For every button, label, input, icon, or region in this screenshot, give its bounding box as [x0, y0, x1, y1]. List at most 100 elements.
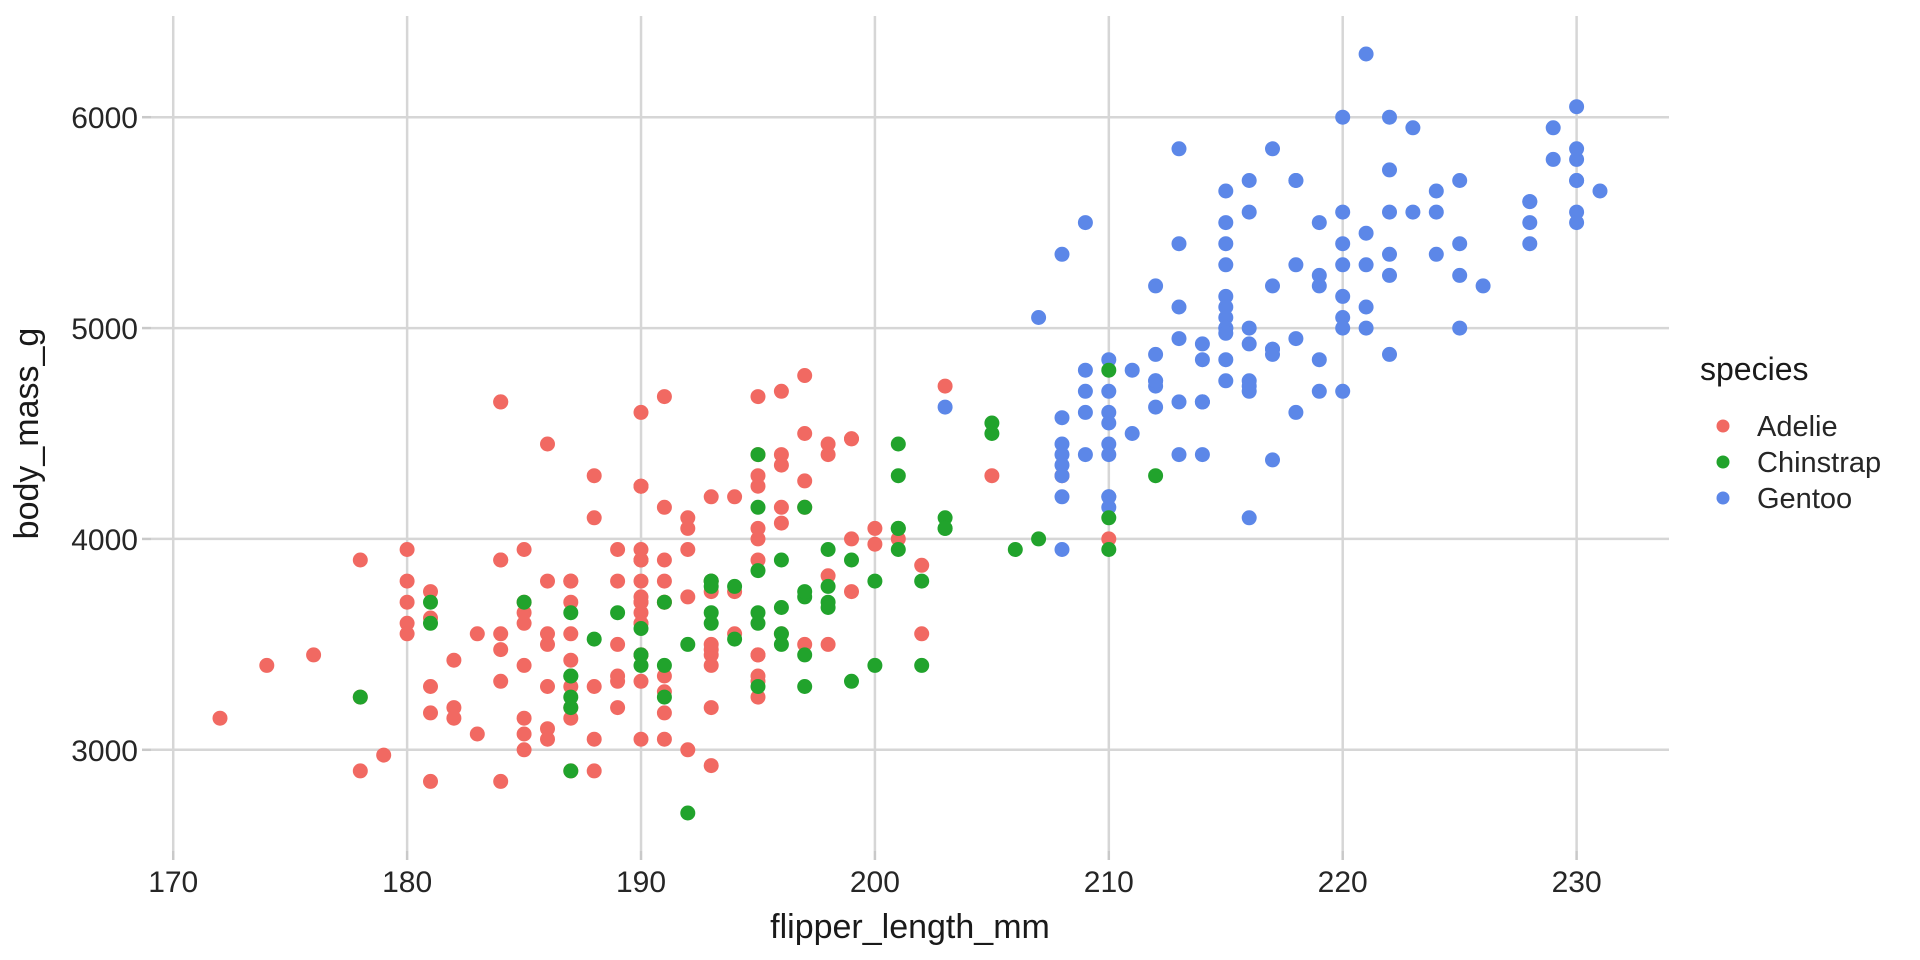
data-point-adelie — [446, 652, 462, 668]
data-point-gentoo — [1171, 236, 1187, 252]
data-point-chinstrap — [656, 594, 672, 610]
data-point-chinstrap — [773, 600, 789, 615]
data-point-chinstrap — [1101, 510, 1117, 526]
data-point-gentoo — [1241, 510, 1257, 526]
data-point-adelie — [867, 520, 883, 536]
data-point-adelie — [656, 731, 672, 747]
data-point-gentoo — [1452, 320, 1468, 336]
data-point-adelie — [656, 573, 672, 589]
data-point-adelie — [633, 552, 649, 568]
data-point-adelie — [212, 710, 228, 726]
data-point-chinstrap — [352, 689, 368, 705]
data-point-adelie — [586, 510, 602, 526]
data-point-chinstrap — [727, 631, 743, 647]
data-point-gentoo — [1101, 415, 1117, 431]
data-point-gentoo — [1054, 410, 1070, 426]
data-point-chinstrap — [750, 679, 766, 694]
data-point-gentoo — [1382, 162, 1397, 178]
data-point-adelie — [423, 679, 438, 694]
data-point-adelie — [446, 700, 462, 716]
data-point-adelie — [563, 652, 579, 668]
data-point-gentoo — [1054, 542, 1070, 557]
data-point-adelie — [656, 389, 672, 405]
data-point-adelie — [423, 773, 438, 789]
data-point-gentoo — [1382, 109, 1397, 125]
data-point-chinstrap — [423, 615, 438, 631]
data-point-gentoo — [1288, 331, 1304, 347]
data-point-gentoo — [1124, 426, 1140, 441]
series-gentoo — [937, 46, 1608, 557]
data-point-adelie — [306, 647, 322, 663]
data-point-chinstrap — [844, 673, 859, 689]
data-point-gentoo — [1382, 204, 1397, 220]
data-point-adelie — [376, 747, 392, 763]
data-point-gentoo — [937, 399, 953, 415]
data-point-gentoo — [1077, 362, 1093, 378]
data-point-chinstrap — [890, 436, 906, 452]
data-point-gentoo — [1311, 278, 1327, 294]
data-point-adelie — [703, 758, 719, 774]
data-point-adelie — [750, 531, 766, 547]
data-point-adelie — [773, 515, 789, 531]
data-point-adelie — [914, 626, 930, 642]
data-point-adelie — [680, 520, 696, 536]
data-point-chinstrap — [633, 621, 649, 636]
data-point-gentoo — [1218, 288, 1234, 304]
data-point-chinstrap — [937, 520, 953, 536]
data-point-gentoo — [1171, 447, 1187, 463]
data-point-adelie — [446, 710, 462, 726]
data-point-chinstrap — [703, 605, 719, 621]
data-point-adelie — [516, 542, 532, 557]
data-point-gentoo — [1522, 194, 1538, 210]
data-point-gentoo — [1077, 447, 1093, 463]
data-point-gentoo — [1101, 352, 1117, 368]
data-point-adelie — [680, 510, 696, 526]
data-point-gentoo — [1101, 447, 1117, 463]
data-point-gentoo — [1194, 336, 1210, 352]
data-point-adelie — [469, 626, 485, 642]
data-point-adelie — [656, 552, 672, 568]
data-point-adelie — [469, 726, 485, 742]
data-point-adelie — [610, 636, 626, 652]
data-point-gentoo — [1218, 325, 1234, 341]
data-point-chinstrap — [984, 415, 1000, 431]
data-point-adelie — [633, 605, 649, 621]
data-point-adelie — [423, 584, 438, 600]
data-point-gentoo — [1569, 151, 1585, 167]
data-point-chinstrap — [937, 510, 953, 526]
data-point-adelie — [399, 626, 415, 642]
data-point-adelie — [259, 657, 275, 673]
data-point-chinstrap — [680, 636, 696, 652]
data-point-gentoo — [1171, 331, 1187, 347]
legend-label-adelie: Adelie — [1757, 411, 1838, 443]
data-point-adelie — [586, 468, 602, 484]
data-point-gentoo — [1218, 183, 1234, 199]
data-point-gentoo — [1335, 288, 1351, 304]
data-point-gentoo — [1335, 204, 1351, 220]
data-point-adelie — [937, 378, 953, 394]
y-tick-label: 6000 — [71, 102, 138, 135]
data-point-chinstrap — [820, 600, 836, 615]
data-point-gentoo — [1077, 404, 1093, 420]
data-point-gentoo — [1335, 236, 1351, 252]
data-point-gentoo — [1218, 352, 1234, 368]
data-point-gentoo — [1522, 215, 1538, 231]
data-point-adelie — [493, 394, 509, 410]
data-point-adelie — [797, 636, 813, 652]
data-point-gentoo — [1452, 267, 1468, 283]
data-point-chinstrap — [680, 805, 696, 821]
data-point-gentoo — [1171, 394, 1187, 410]
data-point-gentoo — [1194, 352, 1210, 368]
data-point-adelie — [773, 499, 789, 515]
data-point-gentoo — [1054, 457, 1070, 473]
data-point-chinstrap — [750, 563, 766, 579]
legend-key-chinstrap-icon — [1716, 455, 1730, 469]
data-point-gentoo — [1428, 204, 1444, 220]
data-point-adelie — [399, 542, 415, 557]
data-point-chinstrap — [1101, 362, 1117, 378]
data-point-gentoo — [1592, 183, 1608, 199]
data-point-gentoo — [1148, 278, 1164, 294]
data-point-adelie — [656, 705, 672, 721]
data-point-gentoo — [1311, 215, 1327, 231]
